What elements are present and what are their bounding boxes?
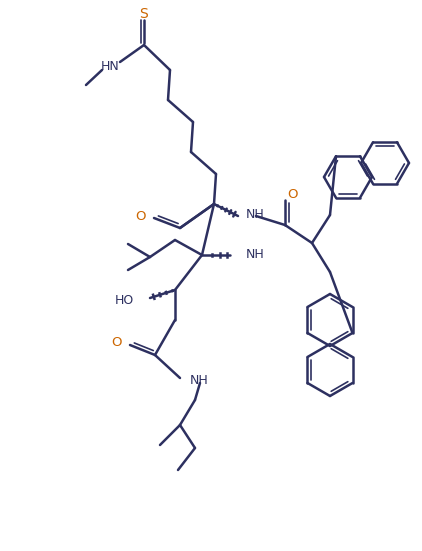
Text: NH: NH — [190, 374, 209, 386]
Text: HO: HO — [115, 294, 134, 306]
Text: O: O — [135, 209, 146, 223]
Text: NH: NH — [246, 208, 265, 220]
Text: NH: NH — [246, 249, 265, 262]
Text: O: O — [288, 187, 298, 201]
Text: HN: HN — [100, 61, 119, 73]
Text: O: O — [111, 337, 122, 349]
Text: S: S — [140, 7, 149, 21]
